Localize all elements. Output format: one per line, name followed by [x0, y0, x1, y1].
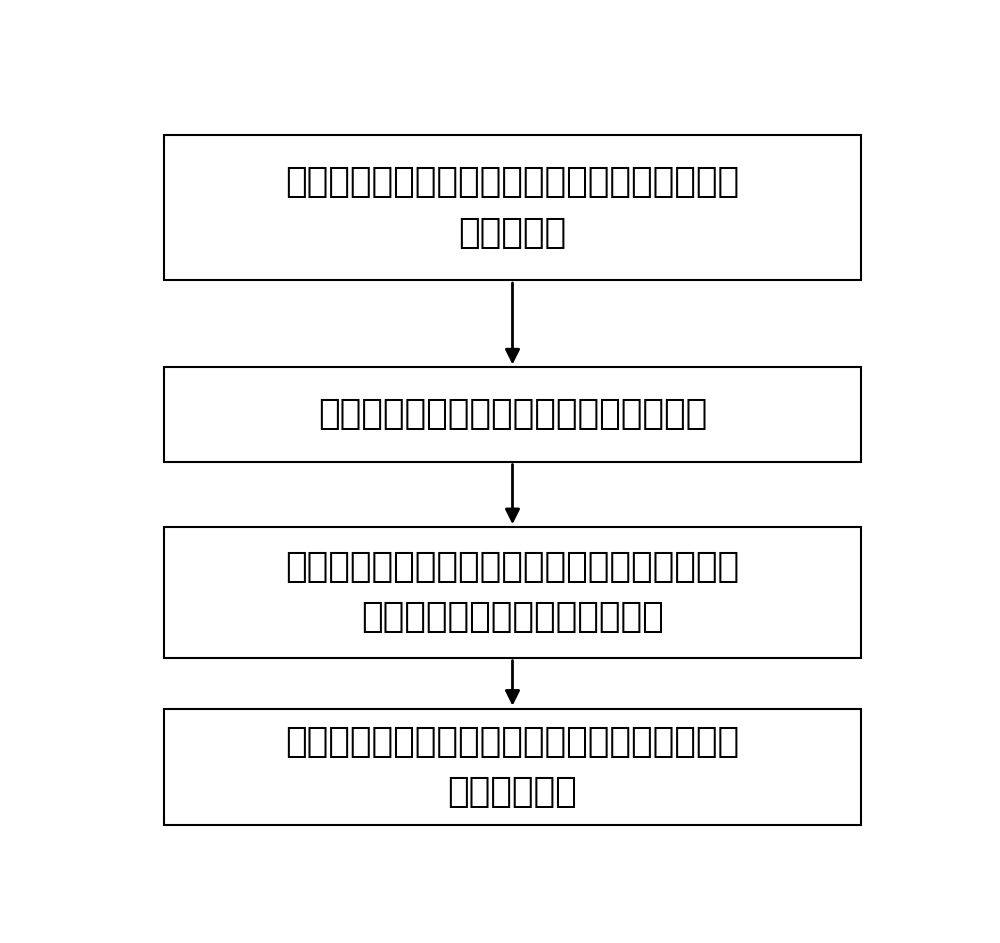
FancyBboxPatch shape	[164, 527, 861, 658]
Text: 基于三次谐波等值电路构造故障评价指标: 基于三次谐波等值电路构造故障评价指标	[318, 398, 707, 432]
FancyBboxPatch shape	[164, 708, 861, 825]
Text: 将计算值最小的参考点视为故障位置，进而确定
故障所在槽号: 将计算值最小的参考点视为故障位置，进而确定 故障所在槽号	[285, 724, 740, 809]
FancyBboxPatch shape	[164, 367, 861, 462]
Text: 以三次谐波槽电势为单元计算故障部分绕组的三
次谐波电势: 以三次谐波槽电势为单元计算故障部分绕组的三 次谐波电势	[285, 165, 740, 250]
Text: 在故障相人为设置多个参考点，结合绕组电势分
布计算各参考点的故障评价指标: 在故障相人为设置多个参考点，结合绕组电势分 布计算各参考点的故障评价指标	[285, 551, 740, 635]
FancyBboxPatch shape	[164, 135, 861, 280]
